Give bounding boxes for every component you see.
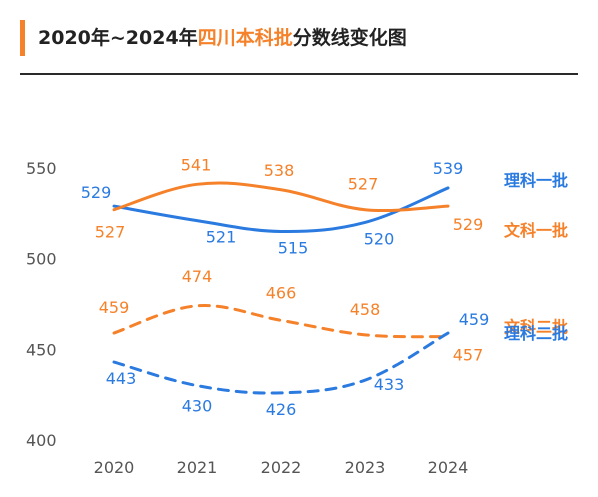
- data-label: 466: [266, 283, 297, 302]
- data-label: 538: [264, 161, 295, 180]
- data-label: 426: [266, 400, 297, 419]
- title-highlight: 四川本科批: [197, 27, 293, 49]
- data-label: 527: [348, 175, 379, 194]
- series-line-3: [112, 304, 450, 339]
- data-label: 521: [206, 228, 237, 247]
- data-label: 527: [95, 223, 126, 242]
- title-prefix: 2020年~2024年: [38, 27, 198, 49]
- title-accent-bar: [20, 20, 25, 56]
- data-label: 457: [453, 346, 484, 365]
- x-tick-label: 2021: [177, 458, 218, 477]
- data-label: 443: [106, 369, 137, 388]
- x-tick-label: 2020: [94, 458, 135, 477]
- data-label: 433: [374, 375, 405, 394]
- data-label: 459: [99, 298, 130, 317]
- data-label: 430: [182, 397, 213, 416]
- series-name-label: 理科一批: [504, 171, 568, 190]
- series-name-label: 文科一批: [504, 221, 568, 240]
- title-divider: [20, 73, 578, 75]
- data-label: 529: [81, 183, 112, 202]
- y-tick-label: 400: [26, 431, 57, 450]
- page-title: 2020年~2024年四川本科批分数线变化图: [38, 26, 407, 50]
- data-label: 459: [459, 310, 490, 329]
- data-label: 520: [364, 229, 395, 248]
- series-line-2: [112, 181, 450, 213]
- x-tick-label: 2023: [345, 458, 386, 477]
- series-line-4: [112, 331, 450, 395]
- data-label: 515: [278, 238, 309, 257]
- data-label: 474: [182, 267, 213, 286]
- y-tick-label: 550: [26, 159, 57, 178]
- data-label: 529: [453, 215, 484, 234]
- data-label: 541: [181, 155, 212, 174]
- y-tick-label: 450: [26, 340, 57, 359]
- x-tick-label: 2024: [428, 458, 469, 477]
- data-label: 458: [350, 300, 381, 319]
- series-line-1: [112, 186, 450, 234]
- data-label: 539: [433, 159, 464, 178]
- series-name-label: 理科二批: [504, 324, 568, 343]
- title-suffix: 分数线变化图: [292, 27, 407, 49]
- y-tick-label: 500: [26, 250, 57, 269]
- series-name-label: 文科二批: [504, 318, 568, 337]
- x-tick-label: 2022: [261, 458, 302, 477]
